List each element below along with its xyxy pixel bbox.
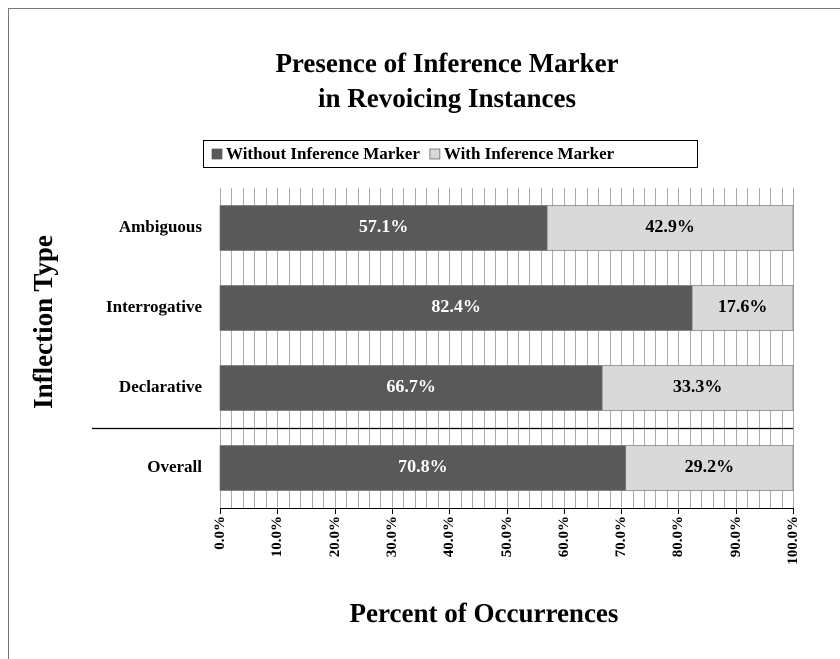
x-tick-label: 70.0% [613,516,629,557]
x-tick-label: 20.0% [327,516,343,557]
x-tick-label: 80.0% [670,516,686,557]
bar-segment [219,205,548,251]
legend-label: Without Inference Marker [226,144,420,163]
x-tick-label: 90.0% [728,516,744,557]
value-label: 29.2% [685,456,735,476]
value-label: 82.4% [431,296,481,316]
x-axis-title: Percent of Occurrences [350,598,619,628]
bar-segment [219,285,693,331]
x-tick-label: 50.0% [499,516,515,557]
legend-box [203,140,698,168]
chart-title: in Revoicing Instances [318,83,576,113]
y-axis-title: Inflection Type [28,235,58,409]
chart-title: Presence of Inference Marker [275,48,618,78]
x-tick-label: 40.0% [441,516,457,557]
legend-swatch [211,148,223,160]
value-label: 66.7% [386,376,436,396]
bar-segment [546,205,794,251]
y-tick-label: Ambiguous [119,217,203,236]
x-tick-label: 0.0% [212,516,228,550]
bar-segment [219,445,627,491]
y-tick-label: Declarative [119,377,203,396]
value-label: 42.9% [645,216,695,236]
legend-swatch [429,148,441,160]
y-tick-label: Interrogative [106,297,202,316]
value-label: 33.3% [673,376,723,396]
x-tick-label: 60.0% [556,516,572,557]
y-tick-label: Overall [147,457,202,476]
value-label: 70.8% [398,456,448,476]
x-tick-label: 100.0% [785,516,801,565]
x-tick-label: 10.0% [269,516,285,557]
value-label: 57.1% [359,216,409,236]
bar-segment [691,285,794,331]
value-label: 17.6% [718,296,768,316]
bar-segment [601,365,794,411]
legend-label: With Inference Marker [444,144,615,163]
bar-segment [625,445,794,491]
bar-segment [219,365,603,411]
x-tick-label: 30.0% [384,516,400,557]
